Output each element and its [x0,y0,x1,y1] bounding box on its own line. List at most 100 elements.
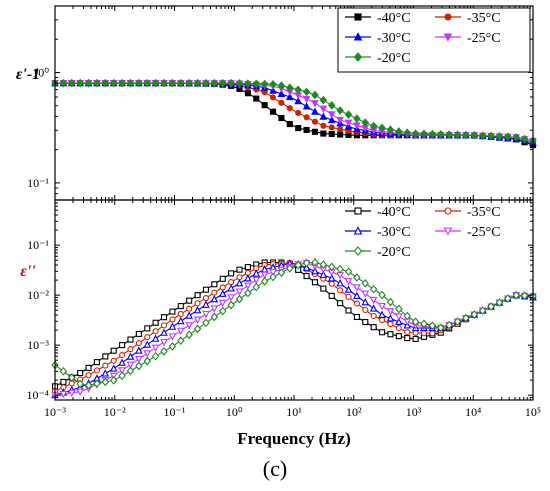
data-point [186,305,193,312]
legend-label: -25°C [467,225,501,240]
data-point [101,369,110,377]
data-point [354,13,362,21]
data-point [109,375,118,385]
data-point [286,105,293,112]
data-point [119,342,126,349]
data-point [328,101,336,110]
bottom-axes-frame [54,199,534,401]
data-point [444,13,452,21]
data-point [353,246,363,256]
data-point [193,78,202,88]
data-point [126,366,135,376]
data-point [378,123,386,133]
data-point [127,346,134,353]
data-point [210,312,219,322]
data-point [110,347,117,354]
data-point [395,313,403,321]
data-point [328,280,335,287]
series--20C-top [51,78,537,146]
data-point [235,288,244,296]
data-point [302,258,311,268]
data-point [269,108,277,115]
data-point [210,305,219,313]
data-point [235,294,244,304]
data-point [303,273,310,280]
data-point [176,316,185,325]
y-axis-label: ε'' [20,263,36,280]
data-point [143,78,151,88]
legend-label: -20°C [377,245,411,260]
data-point [337,300,344,307]
data-point [353,32,363,41]
data-point [378,310,386,318]
data-point [395,127,403,136]
data-point [328,124,335,131]
data-point [176,327,185,336]
data-point [379,316,386,324]
data-point [278,99,285,106]
data-point [303,126,310,133]
data-point [118,78,126,88]
data-point [277,268,286,278]
data-point [487,302,495,311]
data-point [344,278,353,286]
data-point [286,121,293,128]
y-tick-label: 10⁰ [32,65,49,79]
data-point [194,292,201,299]
data-point [478,306,487,315]
data-point [261,102,268,109]
data-point [428,129,437,139]
x-tick-label: 10⁻² [104,405,126,419]
data-point [369,121,378,131]
data-point [211,289,218,296]
data-point [295,109,302,117]
data-point [320,122,327,129]
data-point [320,130,327,137]
data-point [337,131,344,138]
legend-label: -30°C [377,225,411,240]
data-point [76,379,84,389]
data-point [244,79,252,88]
data-point [193,324,202,334]
data-point [277,89,286,97]
data-point [378,303,386,311]
data-point [93,367,100,374]
x-axis-label: Frequency (Hz) [237,429,350,448]
data-point [228,270,235,277]
data-point [353,52,363,62]
data-point [495,298,504,307]
data-point [219,275,226,282]
data-point [152,328,159,335]
data-point [227,78,235,88]
data-point [319,270,328,278]
data-point [260,265,269,273]
legend-label: -25°C [467,31,501,46]
data-point [244,274,252,282]
data-point [218,306,227,316]
data-point [369,284,378,294]
data-point [403,128,411,138]
data-point [269,86,277,94]
data-point [353,300,360,307]
data-point [353,122,361,130]
data-point [319,95,328,105]
data-point [135,346,143,354]
data-point [286,263,294,273]
data-point [109,78,118,88]
data-point [269,79,277,89]
data-point [244,90,251,97]
data-point [420,319,428,329]
series--40C-bottom [51,259,537,390]
data-point [320,285,327,292]
data-point [420,129,428,139]
data-point [353,291,361,300]
data-point [412,335,419,342]
data-point [252,79,260,89]
data-point [68,373,76,382]
data-point [395,333,402,340]
data-point [59,78,68,88]
data-point [311,128,319,135]
data-point [160,78,168,88]
data-point [437,129,445,139]
data-point [135,340,142,347]
